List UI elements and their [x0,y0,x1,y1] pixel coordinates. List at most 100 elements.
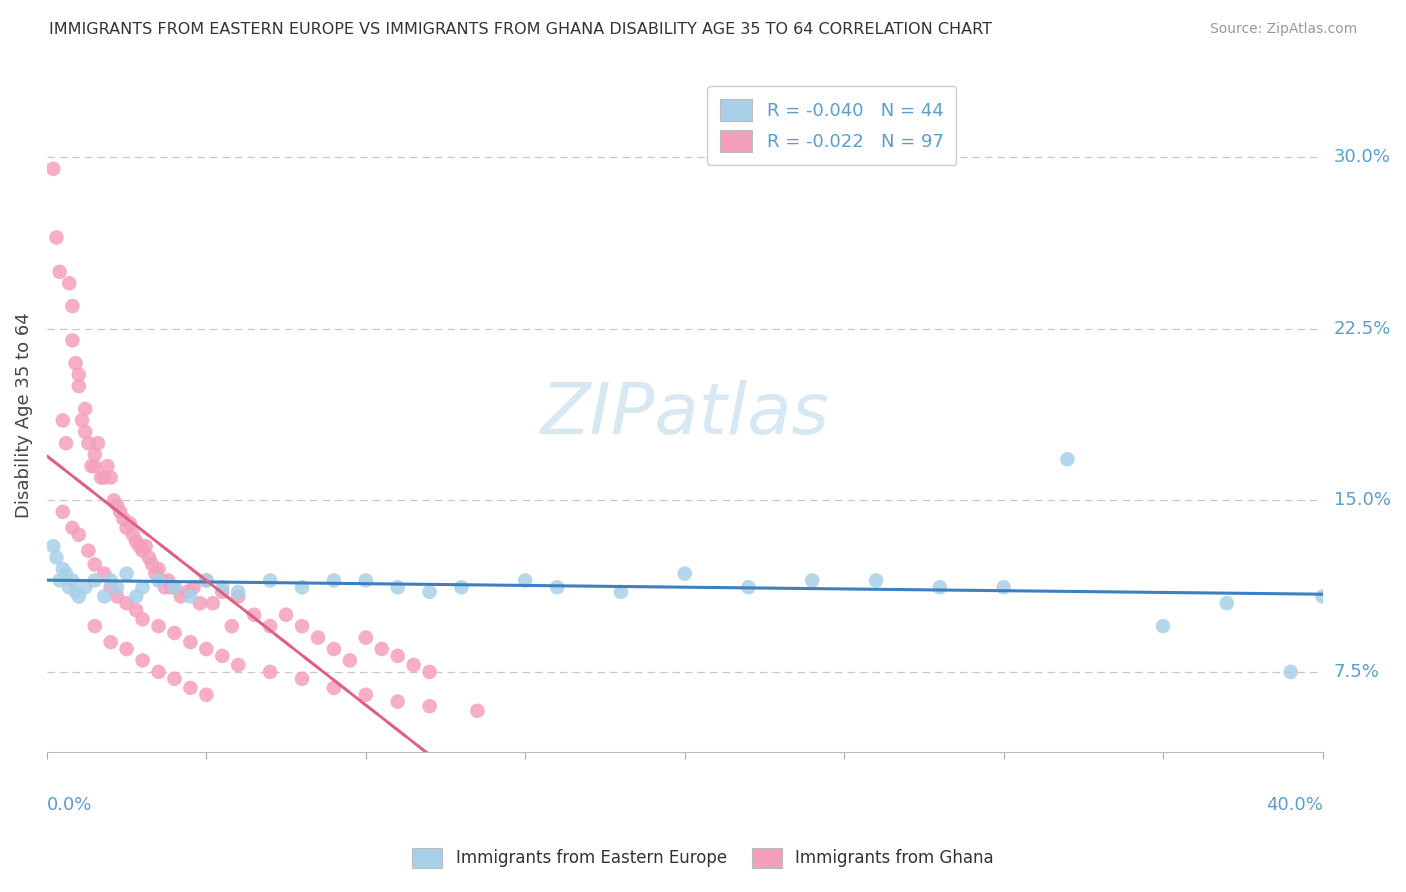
Point [131,653,153,667]
Text: 0.0%: 0.0% [46,796,93,814]
Point [1152,619,1174,633]
Point [115,566,138,581]
Point [153,580,176,594]
Point [55,566,77,581]
Point [115,596,138,610]
Point [195,688,218,702]
Point [58,277,80,291]
Text: 22.5%: 22.5% [1334,320,1391,338]
Point [865,574,887,588]
Point [90,470,112,484]
Point [83,558,105,572]
Point [48,574,70,588]
Point [118,516,141,531]
Point [141,558,163,572]
Point [93,590,115,604]
Point [100,635,122,649]
Point [322,574,344,588]
Point [226,658,249,673]
Legend: R = -0.040   N = 44, R = -0.022   N = 97: R = -0.040 N = 44, R = -0.022 N = 97 [707,87,956,165]
Point [67,527,90,541]
Point [163,580,186,594]
Point [188,596,211,610]
Text: Source: ZipAtlas.com: Source: ZipAtlas.com [1209,22,1357,37]
Point [131,580,153,594]
Point [179,681,201,695]
Point [115,521,138,535]
Point [419,585,441,599]
Point [179,635,201,649]
Point [55,436,77,450]
Point [201,596,224,610]
Point [83,619,105,633]
Point [125,590,148,604]
Point [195,642,218,657]
Point [42,539,65,553]
Point [75,425,97,439]
Point [67,590,90,604]
Point [259,574,281,588]
Point [226,585,249,599]
Point [419,665,441,679]
Point [274,607,297,622]
Text: 15.0%: 15.0% [1334,491,1391,509]
Point [157,574,180,588]
Point [42,161,65,176]
Point [65,585,87,599]
Point [75,580,97,594]
Point [52,505,75,519]
Point [60,299,83,313]
Point [65,356,87,370]
Point [67,379,90,393]
Point [131,612,153,626]
Point [450,580,472,594]
Point [387,580,409,594]
Point [135,539,157,553]
Point [48,265,70,279]
Text: ZIPatlas: ZIPatlas [540,380,830,450]
Point [75,401,97,416]
Text: 30.0%: 30.0% [1334,148,1391,167]
Point [122,527,145,541]
Text: 40.0%: 40.0% [1265,796,1323,814]
Point [58,580,80,594]
Point [170,590,193,604]
Point [128,539,150,553]
Point [221,619,243,633]
Point [354,631,377,645]
Point [115,642,138,657]
Point [93,470,115,484]
Point [83,574,105,588]
Point [45,230,67,244]
Point [100,470,122,484]
Point [80,459,103,474]
Point [52,562,75,576]
Point [515,574,537,588]
Point [87,436,110,450]
Point [546,580,568,594]
Point [52,413,75,427]
Point [354,574,377,588]
Point [737,580,759,594]
Point [125,603,148,617]
Point [1216,596,1239,610]
Point [211,580,233,594]
Point [110,505,132,519]
Point [1279,665,1302,679]
Point [291,580,314,594]
Point [1056,452,1078,467]
Point [96,459,118,474]
Point [93,566,115,581]
Point [70,413,93,427]
Point [100,574,122,588]
Point [125,534,148,549]
Point [131,543,153,558]
Point [1312,590,1334,604]
Point [67,368,90,382]
Point [211,585,233,599]
Point [163,672,186,686]
Point [179,590,201,604]
Point [148,562,170,576]
Point [610,585,633,599]
Point [148,574,170,588]
